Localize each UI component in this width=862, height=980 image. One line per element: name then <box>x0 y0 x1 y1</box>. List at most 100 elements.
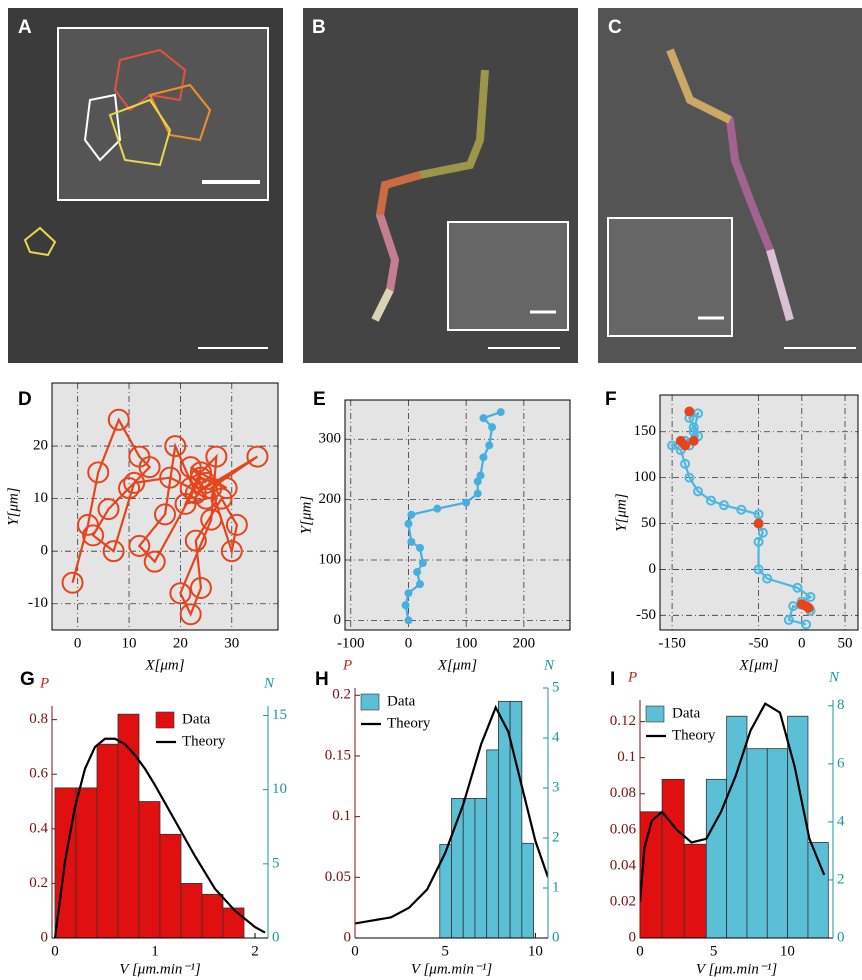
data-point <box>489 424 495 430</box>
y2-tick-label: 10 <box>272 781 287 797</box>
data-point <box>475 478 481 484</box>
legend-swatch <box>361 694 379 710</box>
chart-panel: E-10001002000100200300X[μm]Y[μm] <box>298 389 570 673</box>
data-point <box>690 437 698 445</box>
chart-panel: H051000.050.10.150.2012345PNV [μm.min⁻¹]… <box>315 657 560 977</box>
y-axis-label: Y[μm] <box>298 496 314 535</box>
figure: A B C D0102030-1001020X[μm]Y[μm]E-100010… <box>0 0 862 980</box>
data-point <box>408 539 414 545</box>
panel-label: I <box>610 669 615 690</box>
data-point <box>408 512 414 518</box>
legend-label: Data <box>387 693 416 709</box>
chart-panel: F-150-50050-50050100150X[μm]Y[μm] <box>605 389 858 673</box>
y-tick-label: 100 <box>634 469 657 485</box>
x-axis-label: V [μm.min⁻¹] <box>696 961 778 977</box>
data-point <box>414 569 420 575</box>
y-tick-label: 0.4 <box>29 820 48 836</box>
panel-label: A <box>18 17 32 38</box>
x-tick-label: 0 <box>798 635 806 651</box>
y-tick-label: 0.06 <box>610 821 637 837</box>
y-tick-label: 0.8 <box>29 711 48 727</box>
x-axis-label: X[μm] <box>738 657 778 673</box>
x-tick-label: 30 <box>224 635 239 651</box>
panel-label: F <box>605 389 617 410</box>
y2-tick-label: 6 <box>837 755 845 771</box>
y2-tick-label: 0 <box>272 929 280 945</box>
legend-swatch <box>156 712 174 728</box>
histogram-bar <box>139 802 160 938</box>
legend-label: Data <box>182 711 211 727</box>
y-tick-label: 0.04 <box>610 857 637 873</box>
histogram-bar <box>76 788 97 938</box>
y-tick-label: 150 <box>634 423 657 439</box>
data-point <box>475 491 481 497</box>
data-point <box>478 472 484 478</box>
data-point <box>480 454 486 460</box>
y-tick-label: 100 <box>319 551 342 567</box>
data-point <box>463 500 469 506</box>
y2-tick-label: 8 <box>837 697 845 713</box>
histogram-bar <box>767 749 787 938</box>
legend-label: Theory <box>182 733 226 749</box>
plot-area <box>355 701 548 938</box>
y2-tick-label: 0 <box>837 929 845 945</box>
x-tick-label: -150 <box>658 635 686 651</box>
data-point <box>434 506 440 512</box>
y-tick-label: 300 <box>319 431 342 447</box>
data-point <box>405 590 411 596</box>
y-tick-label: 10 <box>33 490 48 506</box>
data-point <box>405 521 411 527</box>
data-point <box>417 545 423 551</box>
data-point <box>405 617 411 623</box>
histogram-bar <box>640 812 662 938</box>
x-axis-label: V [μm.min⁻¹] <box>411 961 493 977</box>
y-tick-label: 0 <box>649 561 657 577</box>
histogram-bar <box>662 779 684 938</box>
y-axis-label: Y[μm] <box>613 493 629 532</box>
y2-tick-label: 15 <box>272 707 287 723</box>
chart-panel: I051000.020.040.060.080.10.1202468PNV [μ… <box>610 669 845 977</box>
plot-area <box>640 704 828 938</box>
y-tick-label: 0.05 <box>325 869 351 885</box>
y-tick-label: 0.2 <box>332 687 351 703</box>
micrograph-b: B <box>303 8 578 363</box>
y-tick-label: 200 <box>319 491 342 507</box>
x-tick-label: -100 <box>337 635 365 651</box>
legend-label: Theory <box>672 727 716 743</box>
y-axis-label: P <box>342 657 352 673</box>
y-tick-label: 0.6 <box>29 766 48 782</box>
y-tick-label: 0.1 <box>332 808 351 824</box>
y2-axis-label: N <box>828 669 840 685</box>
histogram-bar <box>684 844 706 938</box>
micrograph-a: A <box>8 8 283 363</box>
legend-label: Theory <box>387 715 431 731</box>
panel-label: B <box>312 17 326 38</box>
y2-axis-label: N <box>263 675 275 691</box>
x-tick-label: 5 <box>710 943 718 959</box>
y-axis-label: P <box>39 675 49 691</box>
data-point <box>403 602 409 608</box>
micrograph-c: C <box>598 8 862 363</box>
x-tick-label: 0 <box>351 943 359 959</box>
y-tick-label: 0 <box>41 543 49 559</box>
y2-tick-label: 4 <box>837 813 845 829</box>
y-tick-label: -50 <box>636 607 656 623</box>
histogram-bar <box>498 701 510 938</box>
y-axis-label: P <box>627 669 637 685</box>
x-tick-label: 10 <box>528 943 543 959</box>
x-tick-label: 0 <box>405 635 413 651</box>
y-tick-label: 0.2 <box>29 875 48 891</box>
y2-tick-label: 0 <box>552 929 560 945</box>
data-point <box>480 415 486 421</box>
data-point <box>417 581 423 587</box>
y-tick-label: 0 <box>334 612 342 628</box>
histogram-bar <box>202 894 223 938</box>
y2-tick-label: 4 <box>552 729 560 745</box>
data-point <box>498 409 504 415</box>
y-tick-label: 0.15 <box>325 747 351 763</box>
y-tick-label: 50 <box>641 515 656 531</box>
x-tick-label: -50 <box>749 635 769 651</box>
x-tick-label: 0 <box>636 943 644 959</box>
data-point <box>685 408 693 416</box>
